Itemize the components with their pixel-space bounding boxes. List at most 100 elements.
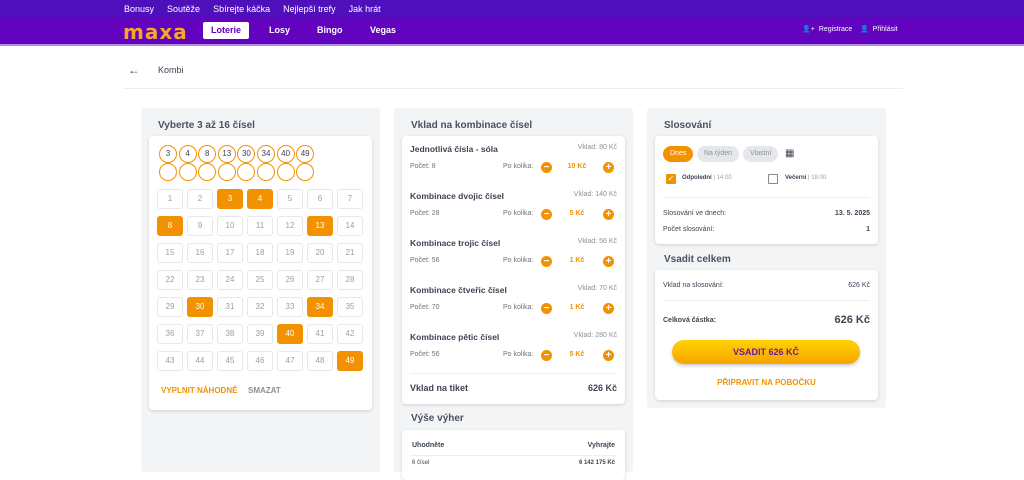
total-value: 626 Kč — [834, 314, 870, 326]
clear-button[interactable]: SMAZAT — [248, 386, 281, 395]
fill-random-button[interactable]: VYPLNIT NÁHODNĚ — [161, 386, 238, 395]
number-39[interactable]: 39 — [247, 324, 273, 344]
stake-amount: 5 Kč — [569, 351, 585, 358]
stake-row-total: Vklad: 70 Kč — [577, 285, 617, 292]
number-42[interactable]: 42 — [337, 324, 363, 344]
number-12[interactable]: 12 — [277, 216, 303, 236]
register-button[interactable]: 👤+ Registrace — [802, 25, 853, 34]
user-icon: 👤 — [860, 26, 869, 33]
number-44[interactable]: 44 — [187, 351, 213, 371]
number-26[interactable]: 26 — [277, 270, 303, 290]
number-25[interactable]: 25 — [247, 270, 273, 290]
selected-ball — [217, 163, 236, 181]
number-14[interactable]: 14 — [337, 216, 363, 236]
number-1[interactable]: 1 — [157, 189, 183, 209]
checkbox-afternoon[interactable]: ✓ — [666, 174, 676, 184]
selected-ball: 13 — [217, 145, 236, 163]
number-4[interactable]: 4 — [247, 189, 273, 209]
number-22[interactable]: 22 — [157, 270, 183, 290]
per-label: Po kolika: — [503, 257, 534, 264]
number-37[interactable]: 37 — [187, 324, 213, 344]
number-10[interactable]: 10 — [217, 216, 243, 236]
number-16[interactable]: 16 — [187, 243, 213, 263]
number-32[interactable]: 32 — [247, 297, 273, 317]
number-34[interactable]: 34 — [307, 297, 333, 317]
bet-button[interactable]: VSADIT 626 KČ — [672, 340, 860, 364]
calendar-icon[interactable]: ▦ — [785, 148, 795, 159]
stake-row-count: Počet: 56 — [410, 257, 440, 264]
number-17[interactable]: 17 — [217, 243, 243, 263]
number-38[interactable]: 38 — [217, 324, 243, 344]
nav-losy[interactable]: Losy — [269, 25, 291, 35]
number-36[interactable]: 36 — [157, 324, 183, 344]
plus-icon[interactable]: + — [603, 303, 614, 314]
number-24[interactable]: 24 — [217, 270, 243, 290]
nav-loterie[interactable]: Loterie — [203, 22, 250, 39]
days-label: Slosování ve dnech: — [663, 210, 727, 217]
top-link-kacka[interactable]: Sbírejte káčka — [213, 3, 271, 14]
plus-icon[interactable]: + — [603, 209, 614, 220]
logo[interactable]: maxa — [123, 20, 188, 44]
number-18[interactable]: 18 — [247, 243, 273, 263]
number-13[interactable]: 13 — [307, 216, 333, 236]
minus-icon[interactable]: − — [541, 256, 552, 267]
number-23[interactable]: 23 — [187, 270, 213, 290]
number-33[interactable]: 33 — [277, 297, 303, 317]
minus-icon[interactable]: − — [541, 303, 552, 314]
number-7[interactable]: 7 — [337, 189, 363, 209]
number-9[interactable]: 9 — [187, 216, 213, 236]
number-19[interactable]: 19 — [277, 243, 303, 263]
back-arrow-icon[interactable]: ← — [128, 63, 140, 77]
number-46[interactable]: 46 — [247, 351, 273, 371]
number-5[interactable]: 5 — [277, 189, 303, 209]
nav-bingo[interactable]: Bingo — [317, 25, 343, 35]
selected-ball — [276, 163, 295, 181]
selected-ball — [296, 163, 315, 181]
plus-icon[interactable]: + — [603, 256, 614, 267]
top-link-souteze[interactable]: Soutěže — [167, 3, 201, 14]
number-20[interactable]: 20 — [307, 243, 333, 263]
number-28[interactable]: 28 — [337, 270, 363, 290]
number-49[interactable]: 49 — [337, 351, 363, 371]
number-3[interactable]: 3 — [217, 189, 243, 209]
number-21[interactable]: 21 — [337, 243, 363, 263]
nav-vegas[interactable]: Vegas — [370, 25, 397, 35]
number-6[interactable]: 6 — [307, 189, 333, 209]
stake-amount: 1 Kč — [569, 304, 585, 311]
per-label: Po kolika: — [503, 210, 534, 217]
checkbox-evening[interactable] — [768, 174, 778, 184]
minus-icon[interactable]: − — [541, 162, 552, 173]
pill-week[interactable]: Na týden — [697, 146, 740, 162]
number-8[interactable]: 8 — [157, 216, 183, 236]
number-40[interactable]: 40 — [277, 324, 303, 344]
top-link-trefy[interactable]: Nejlepší trefy — [283, 3, 336, 14]
number-47[interactable]: 47 — [277, 351, 303, 371]
stake-amount: 1 Kč — [569, 257, 585, 264]
top-link-jak-hrat[interactable]: Jak hrát — [348, 3, 381, 14]
plus-icon[interactable]: + — [603, 350, 614, 361]
number-45[interactable]: 45 — [217, 351, 243, 371]
number-11[interactable]: 11 — [247, 216, 273, 236]
number-31[interactable]: 31 — [217, 297, 243, 317]
number-15[interactable]: 15 — [157, 243, 183, 263]
pill-today[interactable]: Dnes — [663, 146, 694, 162]
number-43[interactable]: 43 — [157, 351, 183, 371]
number-2[interactable]: 2 — [187, 189, 213, 209]
prepare-branch-button[interactable]: PŘIPRAVIT NA POBOČKU — [717, 378, 816, 387]
minus-icon[interactable]: − — [541, 209, 552, 220]
plus-icon[interactable]: + — [603, 162, 614, 173]
evening-label: Večerní | 18:00 — [785, 175, 827, 181]
draw-panel: Slosování Dnes Na týden Vlastní ▦ ✓ Odpo… — [647, 108, 886, 408]
number-30[interactable]: 30 — [187, 297, 213, 317]
ticket-label: Vklad na tiket — [410, 383, 469, 393]
pill-custom[interactable]: Vlastní — [743, 146, 779, 162]
minus-icon[interactable]: − — [541, 350, 552, 361]
login-button[interactable]: 👤 Přihlásit — [860, 25, 898, 34]
number-29[interactable]: 29 — [157, 297, 183, 317]
number-35[interactable]: 35 — [337, 297, 363, 317]
per-label: Po kolika: — [503, 163, 534, 170]
top-link-bonusy[interactable]: Bonusy — [124, 3, 155, 14]
number-41[interactable]: 41 — [307, 324, 333, 344]
number-48[interactable]: 48 — [307, 351, 333, 371]
number-27[interactable]: 27 — [307, 270, 333, 290]
